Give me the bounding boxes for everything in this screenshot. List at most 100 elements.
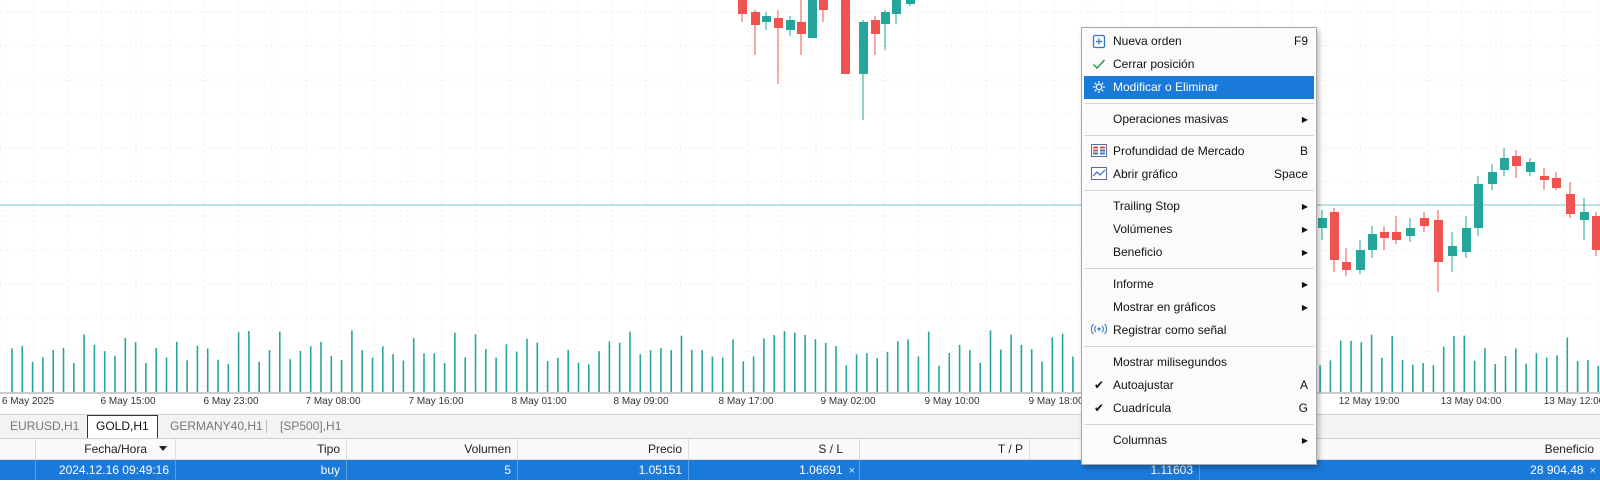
x-axis-tick: 9 May 02:00	[820, 396, 876, 407]
x-axis-tick: 12 May 19:00	[1338, 396, 1400, 407]
candle-body	[1592, 216, 1600, 250]
x-axis-tick: 13 May 04:00	[1440, 396, 1502, 407]
tab-sp500[interactable]: [SP500],H1	[280, 419, 342, 433]
submenu-arrow-icon: ▶	[1301, 202, 1308, 211]
candle-body	[1380, 232, 1389, 238]
candle-body	[1356, 250, 1365, 270]
candle-body	[1420, 218, 1429, 226]
menu-item-registrar-senal[interactable]: Registrar como señal	[1084, 319, 1314, 342]
column-header-sl[interactable]: S / L	[689, 439, 860, 459]
candle-body	[751, 12, 760, 25]
candle-body	[1512, 156, 1521, 166]
candle-body	[1448, 246, 1457, 256]
menu-shortcut: A	[1299, 378, 1308, 392]
new-order-icon	[1091, 34, 1107, 49]
column-header-tp[interactable]: T / P	[860, 439, 1030, 459]
column-header-volume[interactable]: Volumen	[347, 439, 518, 459]
column-header-time-label: Fecha/Hora	[84, 442, 147, 456]
menu-item-mostrar-graficos[interactable]: Mostrar en gráficos ▶	[1084, 296, 1314, 319]
menu-shortcut: B	[1299, 144, 1308, 158]
candle-body	[1540, 176, 1549, 180]
candle-body	[892, 0, 901, 14]
menu-item-beneficio[interactable]: Beneficio ▶	[1084, 241, 1314, 264]
menu-separator	[1084, 190, 1314, 191]
candle-body	[1552, 178, 1561, 188]
menu-separator	[1084, 135, 1314, 136]
submenu-arrow-icon: ▶	[1301, 436, 1308, 445]
x-axis-tick: 8 May 17:00	[718, 396, 774, 407]
context-menu: Nueva orden F9 Cerrar posición Modificar…	[1081, 27, 1317, 465]
column-header-price[interactable]: Precio	[518, 439, 689, 459]
tab-eurusd[interactable]: EURUSD,H1	[10, 419, 80, 433]
candle-body	[819, 0, 828, 10]
menu-item-operaciones-masivas[interactable]: Operaciones masivas ▶	[1084, 108, 1314, 131]
market-depth-icon	[1091, 144, 1107, 159]
menu-item-abrir-grafico[interactable]: Abrir gráfico Space	[1084, 163, 1314, 186]
x-axis-tick: 9 May 18:00	[1028, 396, 1084, 407]
candle-body	[1500, 158, 1509, 170]
tab-divider	[266, 420, 267, 433]
row-cell-profit: 28 904.48 ×	[1200, 460, 1600, 480]
menu-item-cuadricula[interactable]: ✔ Cuadrícula G	[1084, 397, 1314, 420]
menu-separator	[1084, 346, 1314, 347]
menu-shortcut: Space	[1273, 167, 1308, 181]
menu-separator	[1084, 103, 1314, 104]
menu-item-autoajustar[interactable]: ✔ Autoajustar A	[1084, 374, 1314, 397]
menu-item-volumenes[interactable]: Volúmenes ▶	[1084, 218, 1314, 241]
menu-item-label: Registrar como señal	[1113, 323, 1227, 337]
menu-item-label: Informe	[1113, 277, 1154, 291]
menu-separator	[1084, 424, 1314, 425]
x-axis-tick: 7 May 08:00	[305, 396, 361, 407]
candle-body	[1406, 228, 1415, 236]
menu-item-modificar[interactable]: Modificar o Eliminar	[1084, 76, 1314, 99]
x-axis-tick: 13 May 12:00	[1543, 396, 1600, 407]
menu-item-label: Mostrar milisegundos	[1113, 355, 1228, 369]
candle-body	[774, 18, 783, 28]
menu-item-columnas[interactable]: Columnas ▶	[1084, 429, 1314, 452]
candle-body	[881, 12, 890, 24]
candle-body	[808, 0, 817, 38]
x-axis-tick: 8 May 01:00	[511, 396, 567, 407]
row-cell-profit-value: 28 904.48	[1530, 463, 1584, 477]
candle-body	[1566, 194, 1575, 214]
column-header-blank[interactable]	[0, 439, 36, 459]
candle-body	[871, 20, 880, 34]
table-row[interactable]: 2024.12.16 09:49:16 buy 5 1.05151 1.0669…	[0, 460, 1600, 480]
sort-descending-icon	[159, 446, 167, 451]
candle-body	[786, 20, 795, 30]
menu-item-milisegundos[interactable]: Mostrar milisegundos	[1084, 351, 1314, 374]
chart-tabs: EURUSD,H1 GOLD,H1 GERMANY40,H1 [SP500],H…	[0, 414, 1600, 439]
menu-shortcut: G	[1298, 401, 1308, 415]
column-header-profit[interactable]: Beneficio	[1544, 442, 1594, 456]
menu-item-label: Autoajustar	[1113, 378, 1174, 392]
candle-body	[797, 22, 806, 34]
price-chart[interactable]	[0, 0, 1600, 410]
column-header-type[interactable]: Tipo	[176, 439, 347, 459]
candle-body	[1434, 220, 1443, 262]
menu-item-label: Mostrar en gráficos	[1113, 300, 1216, 314]
candle-body	[738, 0, 747, 14]
signal-icon	[1090, 323, 1108, 338]
remove-sl-icon[interactable]: ×	[848, 465, 855, 477]
menu-item-nueva-orden[interactable]: Nueva orden F9	[1084, 30, 1314, 53]
x-axis-tick: 6 May 15:00	[100, 396, 156, 407]
tab-gold[interactable]: GOLD,H1	[87, 415, 158, 438]
row-cell-tp: 1.11603	[860, 460, 1200, 480]
candle-body	[1330, 212, 1339, 260]
candle-body	[1318, 218, 1327, 228]
column-header-time[interactable]: Fecha/Hora	[36, 439, 176, 459]
submenu-arrow-icon: ▶	[1301, 225, 1308, 234]
menu-item-trailing-stop[interactable]: Trailing Stop ▶	[1084, 195, 1314, 218]
chart-canvas[interactable]	[0, 0, 1600, 410]
menu-separator	[1084, 268, 1314, 269]
close-position-icon[interactable]: ×	[1589, 465, 1596, 477]
tab-germany40[interactable]: GERMANY40,H1	[170, 419, 263, 433]
row-cell-price: 1.05151	[518, 460, 689, 480]
x-axis-tick: 7 May 16:00	[408, 396, 464, 407]
menu-item-label: Columnas	[1113, 433, 1168, 447]
menu-item-profundidad[interactable]: Profundidad de Mercado B	[1084, 140, 1314, 163]
menu-item-informe[interactable]: Informe ▶	[1084, 273, 1314, 296]
submenu-arrow-icon: ▶	[1301, 303, 1308, 312]
menu-item-cerrar-posicion[interactable]: Cerrar posición	[1084, 53, 1314, 76]
row-cell-type: buy	[176, 460, 347, 480]
